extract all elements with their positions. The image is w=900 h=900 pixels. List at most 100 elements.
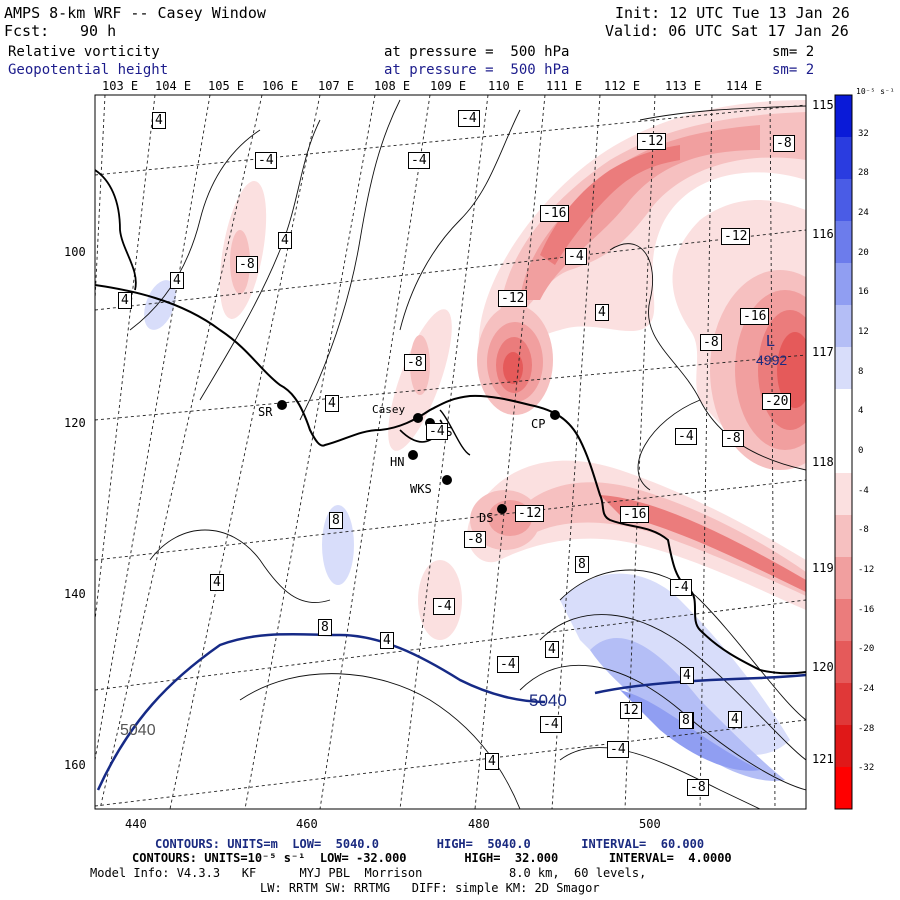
contour-label: 4992 bbox=[756, 352, 788, 368]
lon-label: 114 E bbox=[726, 79, 763, 93]
colorbar-swatch bbox=[835, 95, 852, 138]
colorbar-label: 28 bbox=[858, 168, 869, 179]
lon-label: 103 E bbox=[102, 79, 139, 93]
colorbar-swatch bbox=[835, 221, 852, 264]
footer-height-contours: CONTOURS: UNITS=m LOW= 5040.0 HIGH= 5040… bbox=[155, 837, 705, 851]
lon-label: 108 E bbox=[374, 79, 411, 93]
colorbar-label: -8 bbox=[858, 525, 869, 536]
colorbar-unit: 10⁻⁵ s⁻¹ bbox=[856, 87, 895, 96]
x-tick: 460 bbox=[296, 817, 318, 831]
colorbar-label: 12 bbox=[858, 327, 869, 337]
station-label-casey: Casey bbox=[372, 403, 406, 416]
contour-label: 4 bbox=[595, 304, 609, 321]
colorbar-label: -16 bbox=[858, 604, 875, 615]
contour-label: -4 bbox=[675, 428, 697, 445]
station-label-ds: DS bbox=[479, 511, 494, 525]
coastline-west bbox=[95, 169, 137, 291]
footer-vorticity-contours: CONTOURS: UNITS=10⁻⁵ s⁻¹ LOW= -32.000 HI… bbox=[132, 851, 732, 865]
contour-label: -12 bbox=[498, 290, 528, 307]
colorbar-swatch bbox=[835, 515, 852, 558]
station-dot-sr bbox=[277, 400, 287, 410]
field2-pressure: at pressure = 500 hPa bbox=[384, 62, 570, 78]
colorbar-swatch bbox=[835, 179, 852, 222]
station-dot-casey bbox=[413, 413, 423, 423]
contour-label: -4 bbox=[458, 110, 480, 127]
colorbar-label: -32 bbox=[858, 763, 875, 774]
contour-label: 4 bbox=[278, 232, 292, 249]
contour-label: -8 bbox=[404, 354, 426, 371]
contour-label: -4 bbox=[433, 598, 455, 615]
colorbar-label: 16 bbox=[858, 287, 869, 298]
valid-time: Valid: 06 UTC Sat 17 Jan 26 bbox=[605, 22, 849, 40]
contour-label: -8 bbox=[687, 779, 709, 796]
contour-label: -12 bbox=[721, 228, 751, 245]
chart-title: AMPS 8-km WRF -- Casey Window bbox=[4, 4, 266, 22]
field2-smoothing: sm= 2 bbox=[772, 62, 815, 78]
contour-label: -16 bbox=[540, 205, 570, 222]
colorbar-swatch bbox=[835, 473, 852, 516]
colorbar-swatch bbox=[835, 389, 852, 432]
contour-label: 8 bbox=[318, 619, 332, 636]
contour-label: 4 bbox=[118, 292, 132, 309]
colorbar-label: -12 bbox=[858, 565, 875, 575]
station-dot-hn bbox=[408, 450, 418, 460]
colorbar-swatch bbox=[835, 767, 852, 810]
colorbar-label: 0 bbox=[858, 446, 864, 456]
colorbar-swatch bbox=[835, 641, 852, 684]
contour-label: -8 bbox=[236, 256, 258, 273]
contour-label: 8 bbox=[329, 512, 343, 529]
contour-label: 5040 bbox=[529, 691, 567, 710]
colorbar-label: -24 bbox=[858, 684, 875, 694]
contour-label: -4 bbox=[670, 579, 692, 596]
colorbar-swatch bbox=[835, 347, 852, 390]
coastline bbox=[95, 284, 806, 675]
x-tick: 480 bbox=[468, 817, 490, 831]
colorbar-swatch bbox=[835, 431, 852, 474]
contour-label: 4 bbox=[170, 272, 184, 289]
graticule bbox=[95, 95, 806, 809]
station-dot-cp bbox=[550, 410, 560, 420]
station-dot-wks bbox=[442, 475, 452, 485]
contour-label: -4 bbox=[408, 152, 430, 169]
contour-label: 4 bbox=[680, 667, 694, 684]
contour-label: 4 bbox=[485, 753, 499, 770]
y-tick: 120 bbox=[64, 416, 86, 430]
contour-label: 4 bbox=[325, 395, 339, 412]
contour-label: 4 bbox=[728, 711, 742, 728]
lon-label: 111 E bbox=[546, 79, 583, 93]
lon-label: 106 E bbox=[262, 79, 299, 93]
contour-label: -8 bbox=[464, 531, 486, 548]
field1-name: Relative vorticity bbox=[8, 44, 160, 60]
lon-label: 104 E bbox=[155, 79, 192, 93]
contour-label: -12 bbox=[637, 133, 667, 150]
colorbar-swatch bbox=[835, 137, 852, 180]
contour-label: -8 bbox=[700, 334, 722, 351]
colorbar-label: -4 bbox=[858, 485, 869, 496]
lon-label: 113 E bbox=[665, 79, 702, 93]
colorbar-swatch bbox=[835, 725, 852, 768]
contour-label: -4 bbox=[565, 248, 587, 265]
colorbar-label: -20 bbox=[858, 644, 875, 655]
contour-label: 4 bbox=[380, 632, 394, 649]
x-tick: 440 bbox=[125, 817, 147, 831]
lon-label: 105 E bbox=[208, 79, 245, 93]
lon-label: 109 E bbox=[430, 79, 467, 93]
field2-name: Geopotential height bbox=[8, 62, 169, 78]
colorbar-swatch bbox=[835, 557, 852, 600]
colorbar-swatch bbox=[835, 263, 852, 306]
colorbar-swatch bbox=[835, 599, 852, 642]
colorbar-label: 20 bbox=[858, 247, 869, 258]
vorticity-shading bbox=[144, 100, 806, 781]
map-frame bbox=[94, 94, 807, 810]
station-dot-ds bbox=[497, 504, 507, 514]
contour-label: -16 bbox=[620, 506, 650, 523]
contour-label: -4 bbox=[255, 152, 277, 169]
contour-label: 4 bbox=[152, 112, 166, 129]
contour-label: -12 bbox=[515, 505, 545, 522]
colorbar-label: 8 bbox=[858, 366, 864, 377]
field1-smoothing: sm= 2 bbox=[772, 44, 815, 60]
contour-label: 5040 bbox=[120, 722, 156, 739]
colorbar-label: -28 bbox=[858, 723, 875, 734]
colorbar-label: 24 bbox=[858, 208, 869, 218]
vorticity-contours bbox=[129, 99, 806, 809]
